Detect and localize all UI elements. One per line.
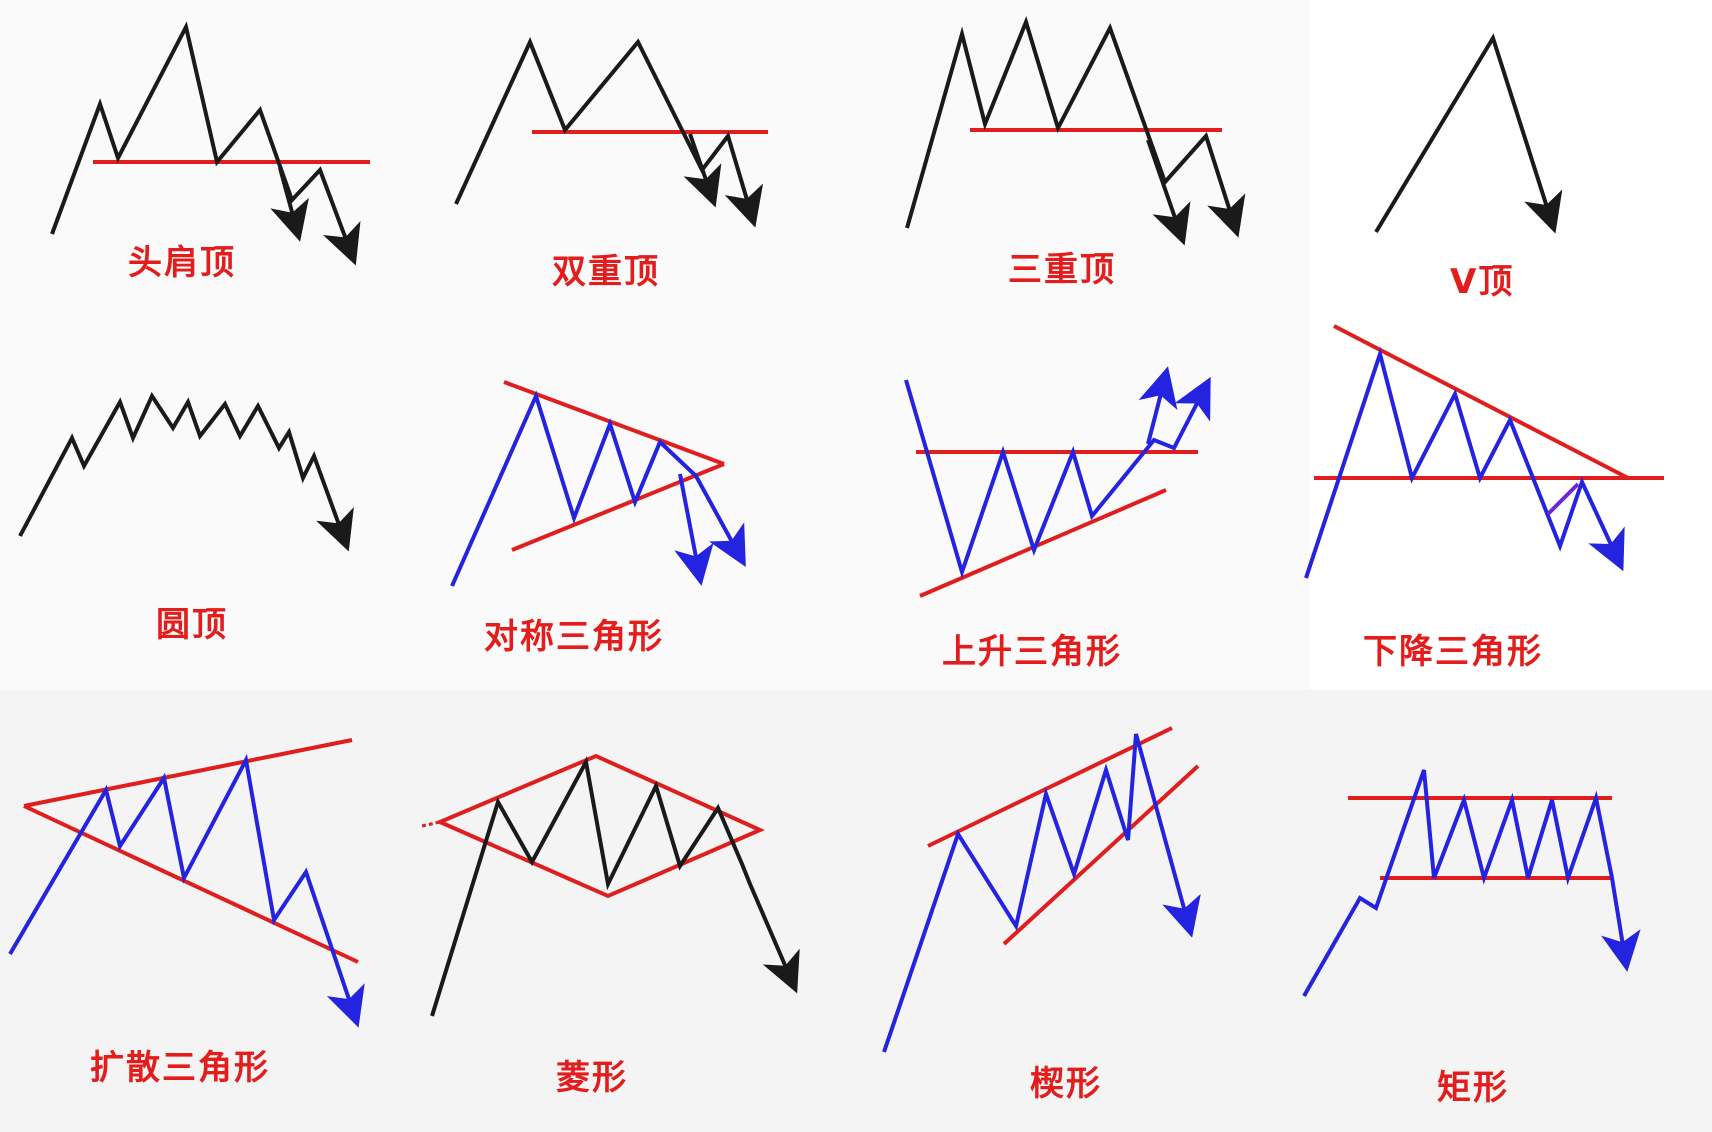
label-rectangle: 矩形 [1437, 1068, 1509, 1108]
background-panel-right [1310, 0, 1712, 690]
price-line [450, 390, 746, 587]
diamond-outline [434, 753, 765, 899]
pattern-broadening-triangle [8, 738, 365, 1028]
price-line [1374, 33, 1563, 234]
lower-trendline [511, 462, 725, 552]
label-broadening-triangle: 扩散三角形 [90, 1048, 270, 1088]
price-line [1302, 769, 1641, 997]
upper-trendline [23, 738, 353, 808]
pattern-descending-triangle [1304, 324, 1664, 579]
label-rounding-top: 圆顶 [156, 605, 228, 645]
label-head-and-shoulders-top: 头肩顶 [128, 243, 236, 283]
pattern-v-top [1374, 33, 1563, 234]
breakout-arrow [1138, 366, 1178, 445]
lower-trendline [23, 804, 359, 964]
background-panel-top [0, 0, 1310, 690]
diamond-left-edge [421, 820, 441, 828]
price-line [905, 15, 1246, 238]
rising-support-line [919, 488, 1167, 598]
upper-trendline [503, 380, 725, 466]
label-v-top: V顶 [1450, 262, 1515, 302]
price-line [430, 756, 800, 1017]
label-double-top: 双重顶 [552, 252, 660, 292]
falling-resistance-line [1333, 324, 1629, 480]
label-ascending-triangle: 上升三角形 [942, 632, 1122, 672]
label-symmetrical-triangle: 对称三角形 [484, 617, 664, 657]
pattern-symmetrical-triangle [450, 380, 746, 587]
pattern-wedge [882, 726, 1201, 1053]
label-triple-top: 三重顶 [1008, 250, 1116, 290]
label-diamond: 菱形 [556, 1058, 628, 1098]
price-line [882, 733, 1201, 1053]
price-line [50, 21, 361, 266]
label-wedge: 楔形 [1030, 1064, 1102, 1104]
pattern-diamond [421, 753, 800, 1017]
pattern-rectangle [1302, 769, 1641, 997]
pattern-ascending-triangle [904, 366, 1211, 598]
breakout-arrow [674, 473, 714, 586]
pullback-segment [1546, 482, 1580, 516]
breakout-arrow [270, 167, 309, 242]
lower-trendline [1002, 764, 1200, 946]
breakout-arrow [1146, 139, 1191, 246]
pattern-head-and-shoulders-top [50, 21, 370, 266]
breakout-arrow [683, 133, 722, 208]
price-line [454, 36, 764, 228]
price-line [18, 391, 354, 552]
label-descending-triangle: 下降三角形 [1363, 632, 1543, 672]
upper-trendline [927, 726, 1173, 848]
pattern-triple-top [905, 15, 1246, 246]
price-line [8, 753, 365, 1028]
price-line [904, 376, 1211, 579]
pattern-rounding-top [18, 391, 354, 552]
pattern-double-top [454, 36, 768, 228]
background-panel-bottom [0, 690, 1712, 1132]
price-line [1304, 346, 1625, 579]
